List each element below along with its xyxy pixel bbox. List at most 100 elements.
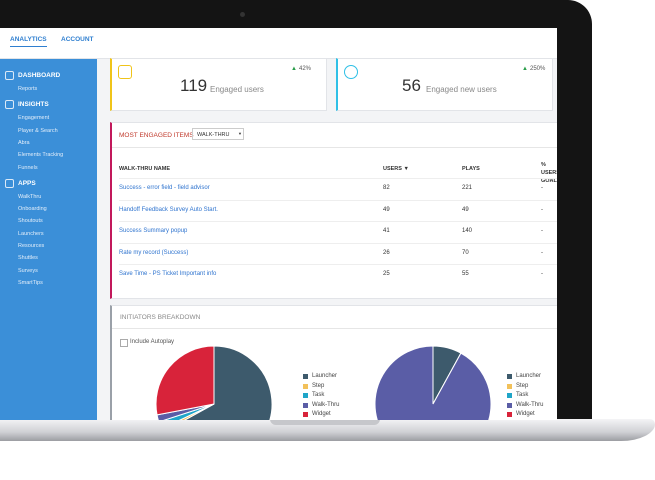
nav-item[interactable]: Engagement <box>18 115 50 122</box>
table-cell: 49 <box>383 206 390 213</box>
stat-card: 250% ▲ 56 Engaged new users <box>336 58 553 111</box>
table-cell: 221 <box>462 185 473 191</box>
section-icon <box>5 100 14 110</box>
nav-item[interactable]: Launchers <box>18 230 44 237</box>
top-bar: ANALYTICS ACCOUNT <box>0 28 557 59</box>
nav-item[interactable]: Shuttles <box>18 255 38 262</box>
change-arrow: ▲ <box>291 66 297 72</box>
legend-swatch <box>303 383 308 389</box>
filter-select[interactable]: WALK-THRU <box>192 128 244 140</box>
panel-title: INITIATORS BREAKDOWN <box>120 314 201 321</box>
pie-slice <box>183 345 273 420</box>
table-cell: - <box>541 249 543 256</box>
legend-label: Task <box>312 392 325 398</box>
divider <box>112 147 557 148</box>
checkbox[interactable] <box>120 339 128 347</box>
item-link[interactable]: Success - error field - field advisor <box>119 185 210 191</box>
row-divider <box>119 221 557 222</box>
row-divider <box>119 199 557 201</box>
card-icon <box>118 65 132 79</box>
legend-swatch <box>507 402 512 408</box>
nav-item[interactable]: Abra <box>18 139 30 146</box>
legend-swatch <box>507 374 512 379</box>
sidebar: DASHBOARD Reports INSIGHTS Engagement Player… <box>0 59 97 420</box>
camera <box>240 12 245 17</box>
pie-chart <box>155 345 273 420</box>
legend-swatch <box>507 412 512 417</box>
nav-item[interactable]: Onboarding <box>18 206 47 213</box>
legend-swatch <box>507 383 512 389</box>
section-title[interactable]: APPS <box>18 179 36 187</box>
row-divider <box>119 242 557 244</box>
card-value: 56 <box>402 76 421 95</box>
item-link[interactable]: Save Time - PS Ticket Important info <box>119 271 217 277</box>
laptop-base <box>0 419 655 441</box>
legend-swatch <box>303 402 308 408</box>
table-cell: 26 <box>383 249 390 256</box>
table-cell: - <box>541 185 543 191</box>
legend-label: Widget <box>516 411 535 417</box>
pie-slice <box>155 345 215 416</box>
legend-swatch <box>303 374 308 379</box>
row-divider <box>119 264 557 265</box>
table-panel: MOST ENGAGED ITEMS WALK-THRU ▼ WALK-THRU NA… <box>110 122 557 299</box>
table-cell: 82 <box>383 185 390 191</box>
screen: ANALYTICS ACCOUNT DASHBOARD Reports INSIGHT… <box>0 28 557 420</box>
row-divider <box>119 178 557 179</box>
nav-item[interactable]: Elements Tracking <box>18 152 64 159</box>
legend-swatch <box>303 393 308 398</box>
item-link[interactable]: Rate my record (Success) <box>119 249 189 256</box>
table-cell: - <box>541 228 543 234</box>
section-title[interactable]: INSIGHTS <box>18 101 49 109</box>
card-icon <box>344 65 358 79</box>
table-cell: - <box>541 271 543 277</box>
pie-slice <box>374 345 492 420</box>
table-cell: 55 <box>462 271 469 277</box>
item-link[interactable]: Success Summary popup <box>119 228 188 234</box>
section-icon <box>5 178 14 188</box>
column-header: % USERS GOAL <box>541 162 557 184</box>
nav-item[interactable]: Reports <box>18 86 38 92</box>
table-cell: - <box>541 206 543 213</box>
nav-item[interactable]: Funnels <box>18 164 38 171</box>
table-title: MOST ENGAGED ITEMS <box>119 132 194 139</box>
table-cell: 70 <box>462 249 469 256</box>
legend-label: Launcher <box>516 373 542 379</box>
legend-label: Step <box>516 382 529 389</box>
breakdown-panel: INITIATORS BREAKDOWN Include Autoplay Laun… <box>110 305 557 420</box>
column-header: PLAYS <box>462 166 480 172</box>
legend-label: Walk-Thru <box>516 401 544 408</box>
tab[interactable]: ANALYTICS <box>10 36 47 47</box>
checkbox-label[interactable]: Include Autoplay <box>130 339 175 345</box>
pie-chart <box>374 345 492 420</box>
select-caret: ▼ <box>238 131 242 136</box>
card-label: Engaged new users <box>426 85 497 94</box>
card-label: Engaged users <box>210 85 264 94</box>
tab[interactable]: ACCOUNT <box>61 36 94 43</box>
legend-label: Launcher <box>312 373 338 379</box>
legend-swatch <box>303 412 308 417</box>
base-notch <box>270 419 380 425</box>
item-link[interactable]: Handoff Feedback Survey Auto Start. <box>119 206 218 213</box>
legend-label: Walk-Thru <box>312 401 340 408</box>
nav-item[interactable]: WalkThru <box>18 193 42 200</box>
nav-item[interactable]: Shoutouts <box>18 218 43 225</box>
nav-item[interactable]: Player & Search <box>18 127 58 134</box>
legend-label: Step <box>312 382 325 389</box>
table-cell: 41 <box>383 228 390 234</box>
column-header[interactable]: USERS ▼ <box>383 166 409 172</box>
card-change: 250% <box>530 66 546 72</box>
nav-item[interactable]: Resources <box>18 243 45 249</box>
stat-card: 42% ▲ 119 Engaged users <box>110 58 327 111</box>
section-icon <box>5 71 14 80</box>
nav-item[interactable]: Surveys <box>18 267 38 274</box>
table-cell: 25 <box>383 271 390 277</box>
legend-label: Task <box>516 392 529 398</box>
table-cell: 49 <box>462 206 469 213</box>
nav-item[interactable]: SmartTips <box>18 279 43 286</box>
change-arrow: ▲ <box>522 66 528 72</box>
column-header: WALK-THRU NAME <box>119 166 171 172</box>
section-title[interactable]: DASHBOARD <box>18 72 61 79</box>
legend-swatch <box>507 393 512 398</box>
